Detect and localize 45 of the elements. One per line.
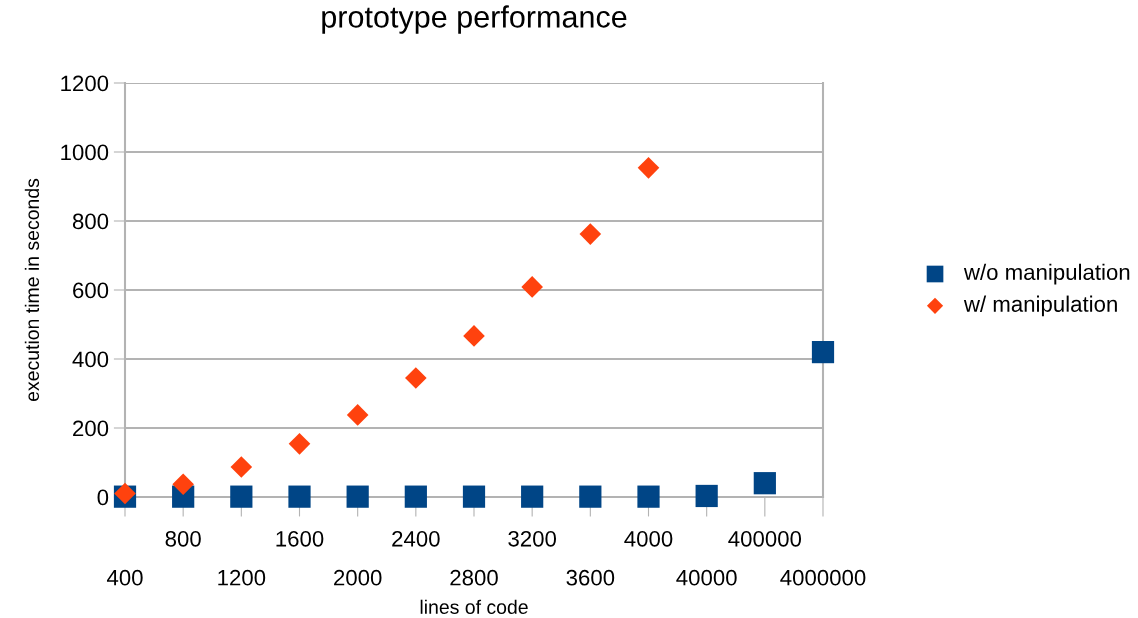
point [404, 485, 427, 508]
x-tick-label: 4000000 [780, 569, 866, 586]
y-tick-label: 200 [73, 420, 109, 437]
point [811, 340, 835, 364]
point [346, 404, 369, 426]
legend-label: w/ manipulation [963, 295, 1117, 317]
y-tick-label: 1000 [61, 144, 109, 161]
point [695, 484, 718, 508]
x-tick-label: 2000 [334, 569, 382, 586]
point [463, 325, 485, 347]
x-tick-label: 1600 [276, 530, 324, 547]
x-tick-label: 2800 [450, 569, 498, 586]
chart-title: prototype performance [322, 5, 627, 34]
point [753, 472, 776, 495]
x-tick-label: 40000 [676, 569, 737, 586]
point [405, 367, 427, 389]
x-tick-label: 3200 [508, 530, 557, 547]
y-tick-label: 600 [73, 282, 109, 299]
x-tick-label: 2400 [392, 530, 440, 547]
point [288, 433, 311, 455]
point [521, 276, 543, 298]
y-tick-label: 1200 [61, 75, 109, 92]
x-axis-title: lines of code [420, 599, 528, 614]
point [172, 473, 194, 496]
point [462, 485, 486, 508]
x-tick-label: 800 [165, 530, 201, 547]
x-tick-label: 400 [106, 569, 143, 586]
point [288, 485, 311, 508]
x-tick-label: 4000 [624, 530, 673, 547]
x-tick-label: 3600 [566, 569, 615, 586]
y-tick-label: 0 [97, 489, 109, 506]
legend-label: w/o manipulation [963, 263, 1130, 285]
point [230, 485, 253, 508]
point [230, 456, 253, 478]
point [521, 485, 544, 508]
x-tick-label: 1200 [218, 569, 266, 586]
point [579, 485, 602, 508]
y-tick-label: 800 [72, 213, 109, 230]
y-axis-title: execution time in seconds [24, 178, 40, 402]
point [346, 485, 369, 508]
x-tick-label: 400000 [728, 530, 802, 547]
point [637, 485, 660, 508]
y-tick-label: 400 [72, 351, 109, 368]
point [637, 157, 660, 179]
point [579, 223, 602, 245]
